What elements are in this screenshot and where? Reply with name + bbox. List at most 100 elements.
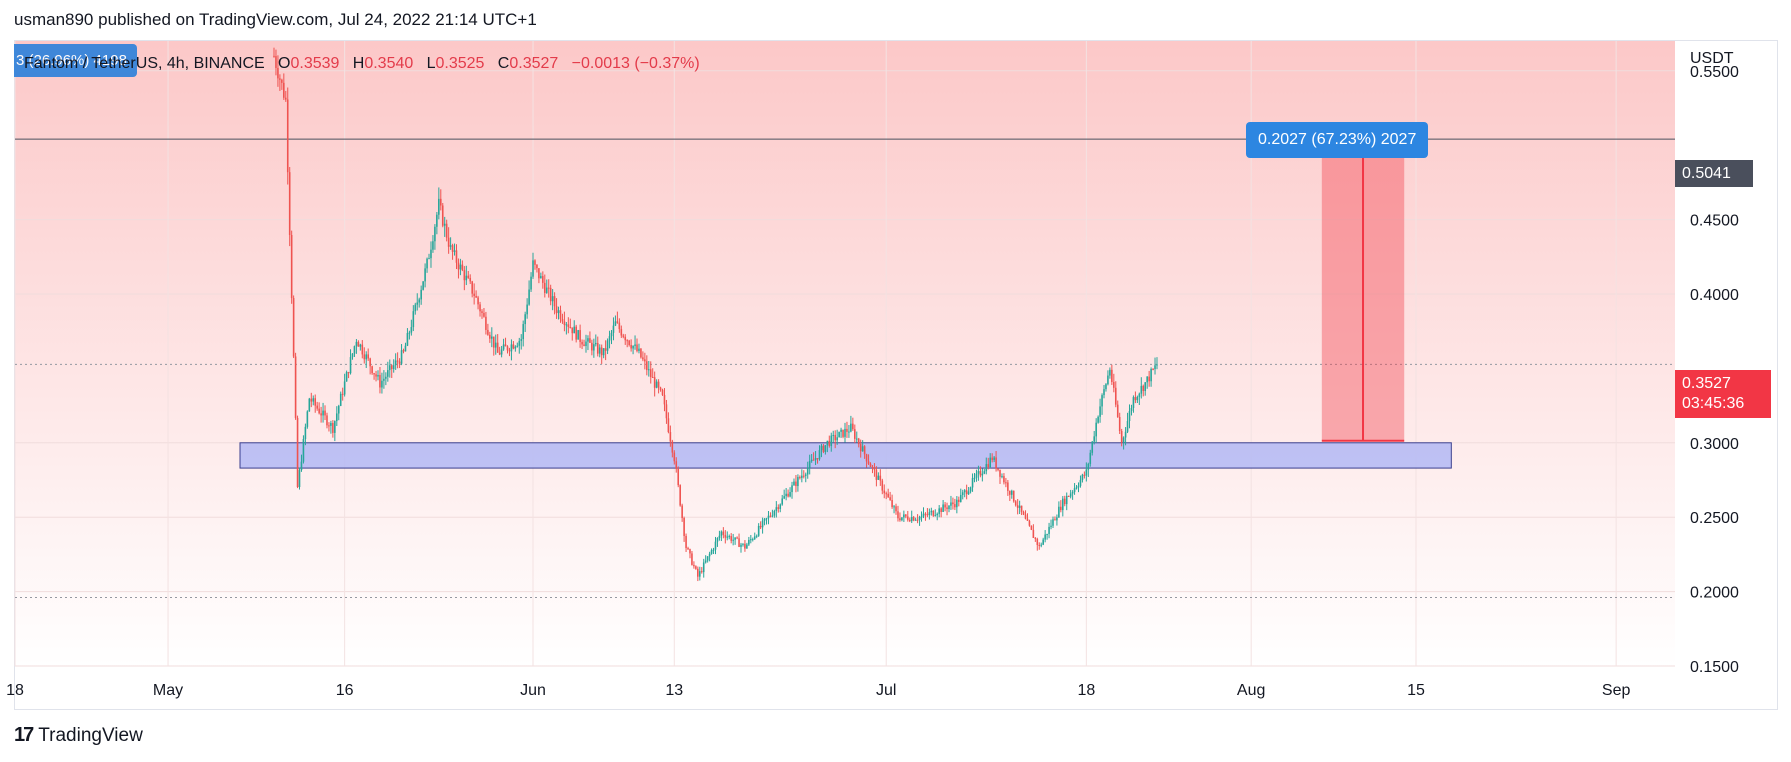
candle-body (438, 198, 440, 215)
candle-body (638, 348, 640, 352)
candle-body (742, 543, 744, 545)
candle-body (418, 299, 421, 303)
candle-body (306, 411, 309, 427)
candle-body (706, 556, 709, 561)
candle-body (834, 435, 836, 441)
candle-body (912, 517, 915, 521)
candle-body (698, 571, 701, 577)
candle-body (626, 340, 628, 342)
candle-body (553, 296, 556, 307)
high-label: H (352, 55, 365, 72)
measure-label[interactable]: 0.2027 (67.23%) 2027 (1246, 122, 1429, 158)
candle-body (428, 258, 430, 260)
candle-body (985, 464, 988, 472)
candle-body (950, 502, 952, 506)
candle-body (653, 377, 656, 388)
candle-body (1093, 436, 1095, 442)
candle-body (867, 461, 870, 464)
candle-body (430, 249, 432, 259)
close-label: C (497, 55, 510, 72)
candle-body (563, 321, 566, 326)
x-tick-label: Jul (876, 682, 896, 699)
candle-body (767, 515, 770, 519)
candle-body (549, 287, 552, 302)
candle-body (614, 321, 617, 326)
candle-body (1144, 382, 1147, 392)
candle-body (1111, 369, 1113, 382)
candle-body (304, 426, 307, 440)
candle-body (406, 333, 409, 346)
candle-body (687, 548, 689, 550)
candle-body (801, 475, 803, 478)
candle-body (1063, 498, 1066, 505)
candle-body (400, 350, 403, 364)
candle-body (618, 322, 621, 330)
candle-body (455, 250, 458, 263)
candle-body (977, 471, 980, 474)
candle-body (877, 475, 880, 480)
candle-body (567, 324, 570, 327)
candle-body (1036, 538, 1039, 545)
level-price-tag[interactable]: 0.5041 (1675, 160, 1753, 187)
candle-body (281, 79, 283, 83)
candle-body (879, 475, 882, 481)
candle-body (508, 350, 511, 352)
candle-body (995, 457, 997, 469)
candle-body (1124, 431, 1127, 438)
candle-body (412, 311, 415, 328)
candle-body (502, 344, 505, 350)
candle-body (328, 425, 330, 427)
candle-body (290, 234, 293, 299)
candle-body (716, 538, 719, 542)
candle-body (999, 469, 1001, 477)
candle-body (675, 461, 678, 469)
candle-body (983, 471, 986, 474)
candle-body (600, 347, 603, 356)
candle-body (751, 539, 754, 541)
candle-body (702, 562, 705, 573)
candle-body (761, 520, 764, 528)
candle-body (793, 481, 795, 486)
candle-body (330, 423, 332, 426)
tradingview-logo[interactable]: 17 TradingView (14, 724, 143, 747)
candle-body (663, 394, 666, 405)
y-tick-label: 0.2000 (1690, 585, 1739, 602)
candle-body (824, 445, 827, 452)
candle-body (857, 438, 860, 445)
candle-body (636, 344, 638, 352)
candle-body (916, 519, 919, 521)
symbol-name[interactable]: Fantom / TetherUS, 4h, BINANCE (24, 55, 265, 72)
candle-body (1005, 482, 1007, 484)
candle-body (402, 350, 405, 352)
change-badge[interactable]: 3 (26.96%) 4198 (14, 44, 137, 77)
candle-body (1069, 493, 1072, 497)
candle-body (347, 372, 350, 374)
bar-countdown: 03:45:36 (1682, 395, 1745, 412)
candle-body (396, 360, 399, 362)
candle-body (422, 281, 424, 290)
candle-body (1020, 505, 1023, 512)
x-tick-label: 18 (6, 682, 24, 699)
candle-body (1130, 407, 1133, 411)
candle-body (620, 329, 623, 336)
last-price-tag[interactable]: 0.3527 03:45:36 (1675, 370, 1771, 418)
candle-body (787, 493, 789, 497)
candle-body (559, 310, 562, 319)
candle-body (1089, 452, 1092, 464)
candle-body (1099, 406, 1101, 417)
candle-body (337, 405, 340, 414)
candle-body (622, 335, 625, 337)
candle-body (439, 198, 442, 206)
candle-body (585, 341, 587, 347)
candle-body (934, 515, 937, 517)
x-tick-label: 16 (336, 682, 354, 699)
candle-body (1097, 416, 1099, 423)
candle-body (392, 365, 395, 370)
candle-body (487, 329, 489, 335)
candle-body (288, 172, 291, 235)
candle-body (1138, 393, 1141, 397)
candle-body (810, 459, 813, 462)
candle-body (371, 366, 373, 374)
candle-body (818, 450, 821, 460)
